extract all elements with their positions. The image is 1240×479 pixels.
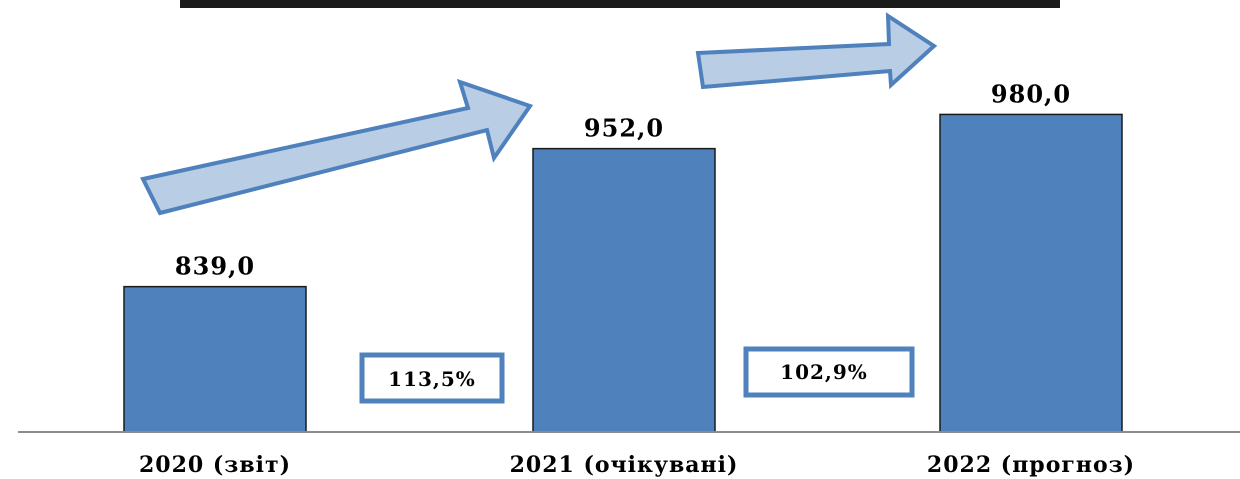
cropped-title-strip	[180, 0, 1060, 8]
growth-arrow-2	[695, 12, 938, 90]
value-label-2020: 839,0	[175, 252, 255, 281]
bars-group	[123, 113, 1123, 433]
bar-2022	[939, 113, 1123, 433]
growth-badge-1-box	[359, 352, 505, 404]
category-label-2021: 2021 (очікувані)	[510, 452, 739, 478]
growth-badge-2-label: 102,9%	[780, 360, 868, 384]
bar-2021	[532, 147, 716, 433]
category-label-2020: 2020 (звіт)	[139, 452, 291, 478]
growth-badge-2-box	[743, 346, 915, 398]
value-label-2021: 952,0	[584, 114, 664, 143]
growth-badge-1-label: 113,5%	[388, 367, 476, 391]
category-label-2022: 2022 (прогноз)	[927, 452, 1135, 478]
growth-arrow-1	[140, 78, 534, 216]
bar-2020	[123, 285, 307, 433]
value-label-2022: 980,0	[991, 79, 1071, 108]
